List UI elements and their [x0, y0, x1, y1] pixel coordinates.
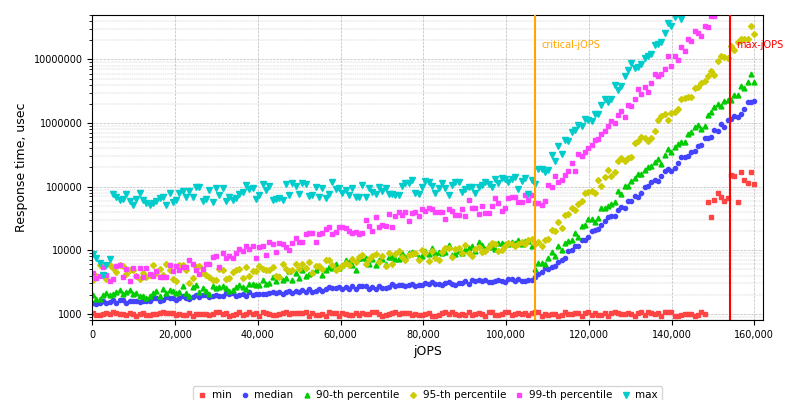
99-th percentile [131, 273, 141, 278]
90-th percentile [92, 297, 102, 302]
min [696, 310, 706, 315]
min [211, 310, 221, 314]
90-th percentile [750, 79, 759, 84]
max [268, 198, 278, 202]
min [128, 312, 138, 316]
median [88, 300, 98, 305]
Line: max: max [90, 0, 757, 278]
95-th percentile [750, 32, 759, 37]
95-th percentile [88, 277, 98, 282]
median [720, 125, 730, 130]
Line: min: min [91, 170, 756, 318]
90-th percentile [268, 275, 278, 280]
Y-axis label: Response time, usec: Response time, usec [15, 103, 28, 232]
max [88, 252, 98, 257]
min [88, 310, 98, 315]
95-th percentile [720, 55, 730, 60]
min [750, 181, 759, 186]
min [115, 312, 125, 316]
X-axis label: jOPS: jOPS [413, 345, 442, 358]
90-th percentile [696, 126, 706, 131]
90-th percentile [88, 292, 98, 297]
95-th percentile [746, 23, 756, 28]
Line: median: median [91, 98, 757, 306]
max [118, 197, 128, 202]
90-th percentile [720, 99, 730, 104]
Line: 99-th percentile: 99-th percentile [91, 0, 757, 284]
min [720, 199, 730, 204]
min [736, 170, 746, 174]
99-th percentile [268, 242, 278, 246]
max [131, 197, 141, 202]
90-th percentile [131, 290, 141, 295]
Line: 90-th percentile: 90-th percentile [90, 72, 757, 302]
95-th percentile [115, 263, 125, 268]
max [98, 273, 108, 278]
median [92, 301, 102, 306]
median [214, 293, 224, 298]
99-th percentile [696, 33, 706, 38]
99-th percentile [115, 262, 125, 267]
99-th percentile [214, 265, 224, 270]
99-th percentile [125, 279, 134, 284]
median [131, 299, 141, 304]
median [118, 297, 128, 302]
median [750, 98, 759, 103]
90-th percentile [746, 72, 756, 77]
99-th percentile [88, 270, 98, 275]
Legend: min, median, 90-th percentile, 95-th percentile, 99-th percentile, max: min, median, 90-th percentile, 95-th per… [193, 386, 662, 400]
Text: critical-jOPS: critical-jOPS [542, 40, 600, 50]
95-th percentile [128, 267, 138, 272]
95-th percentile [696, 80, 706, 85]
95-th percentile [214, 266, 224, 271]
90-th percentile [118, 292, 128, 296]
median [268, 289, 278, 294]
min [481, 314, 490, 318]
min [265, 311, 274, 316]
95-th percentile [268, 265, 278, 270]
Line: 95-th percentile: 95-th percentile [91, 24, 757, 285]
median [696, 143, 706, 148]
Text: max-jOPS: max-jOPS [736, 40, 783, 50]
99-th percentile [720, 8, 730, 12]
95-th percentile [185, 281, 194, 286]
max [214, 192, 224, 197]
90-th percentile [214, 285, 224, 290]
